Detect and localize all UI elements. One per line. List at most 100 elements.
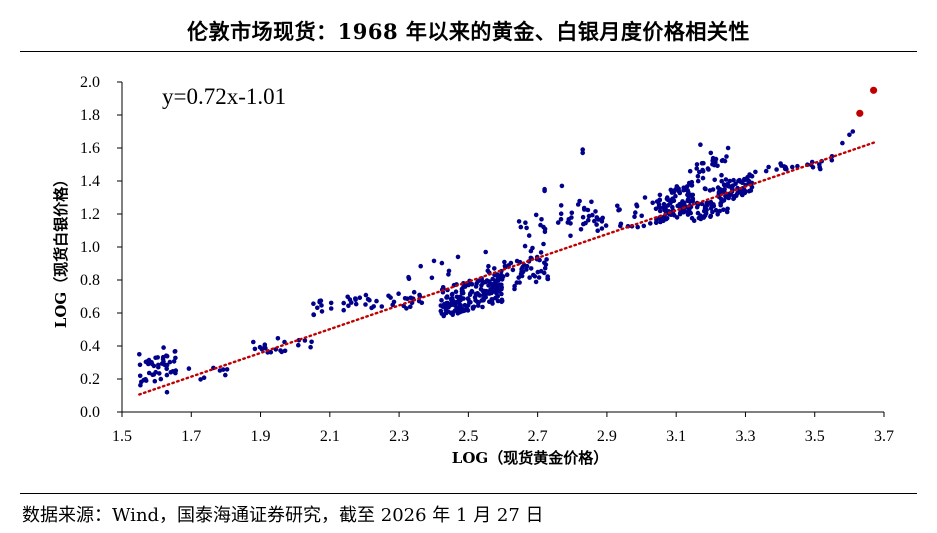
data-point [431,258,437,264]
data-point [315,305,320,311]
data-point [396,291,401,297]
data-point [695,173,701,179]
data-point [164,366,169,372]
data-point [490,276,496,282]
data-point [137,373,143,379]
data-point [569,210,575,216]
data-point [146,370,152,376]
data-point [664,196,670,202]
data-point [485,268,491,274]
data-point [674,215,680,220]
data-point [685,210,691,216]
data-point [618,223,623,229]
data-point [328,300,334,306]
data-point [459,309,464,314]
scatter-points [137,86,878,395]
data-point [766,164,771,170]
data-point [391,299,397,305]
y-tick-label: 1.8 [80,107,100,124]
data-point [669,197,674,203]
data-point [699,161,705,166]
data-point [599,226,605,231]
data-point [449,302,454,308]
data-point [262,344,268,350]
data-point [139,379,144,385]
data-point [721,198,727,203]
chart-title: 伦敦市场现货：1968 年以来的黄金、白银月度价格相关性 [187,19,750,44]
x-tick-label: 2.9 [597,428,617,445]
data-point [439,260,445,266]
data-point [829,157,835,163]
y-tick-label: 0.8 [80,272,100,289]
data-point [634,202,639,207]
data-point [544,257,549,262]
trendline-group [138,140,879,396]
data-point [446,272,451,277]
data-point [217,368,223,373]
data-point [492,266,497,271]
data-point [656,204,662,210]
data-point [753,169,758,175]
data-point [538,222,543,228]
data-point [465,303,471,308]
y-tick-label: 0.4 [80,338,100,355]
data-point [465,296,471,301]
data-point [495,298,501,304]
data-point [541,270,547,276]
data-point [661,218,666,224]
data-point [535,269,541,275]
data-point [685,196,691,202]
x-tick-label: 2.3 [389,428,409,445]
data-point [201,375,207,381]
data-point [704,200,709,206]
data-point [459,286,465,292]
data-point [504,272,510,278]
data-point [153,355,158,361]
data-point [695,178,701,184]
data-point [710,162,715,167]
data-point [719,172,724,178]
data-point [700,175,706,181]
y-tick-label: 1.4 [80,173,100,190]
data-point [251,339,256,345]
data-point [679,200,685,206]
data-point [311,312,316,317]
data-point [712,177,717,183]
data-point [489,298,495,304]
data-point [725,206,730,212]
data-point [695,210,701,216]
data-point [441,313,447,319]
y-tick-label: 1.6 [80,140,100,157]
data-point [721,182,727,187]
data-point [558,211,564,216]
data-point [486,283,491,288]
trendline-equation: y=0.72x-1.01 [162,84,286,109]
data-point [523,220,528,225]
data-point [317,298,323,304]
data-point [639,213,644,219]
data-point [137,352,142,357]
data-point [308,344,313,350]
data-point [408,304,413,310]
data-point [449,292,455,297]
data-point [533,212,539,218]
data-point [594,215,600,220]
data-point [782,166,788,172]
data-point [718,200,723,206]
data-point [156,362,161,368]
data-point [341,300,347,306]
data-point [600,215,605,221]
x-tick-label: 3.1 [666,428,686,445]
data-point [438,303,444,308]
data-point [499,291,504,297]
data-point [186,366,192,371]
data-point [538,250,544,255]
data-point [353,297,358,303]
y-tick-label: 0.0 [80,404,100,421]
data-point [164,389,170,395]
data-point [379,304,385,309]
data-point [733,181,738,187]
data-point [167,359,173,365]
data-point [328,306,334,311]
latest-data-point [856,109,864,117]
